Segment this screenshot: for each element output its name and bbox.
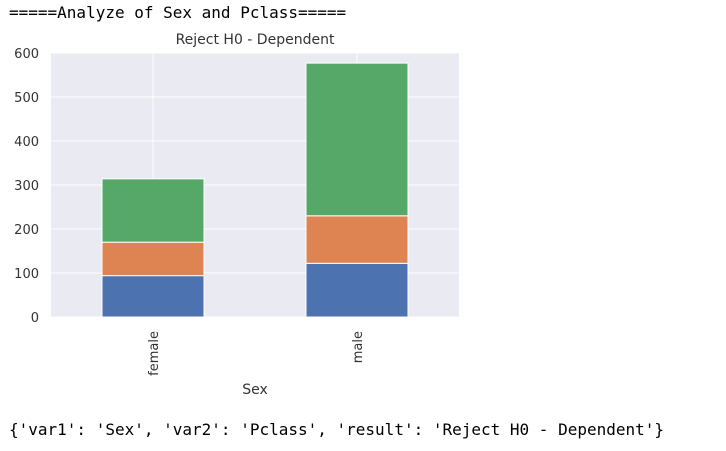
bar-female-segment-2 <box>101 241 205 277</box>
y-tick-label: 600 <box>14 47 39 62</box>
y-tick-label: 500 <box>14 91 39 106</box>
bar-female-segment-1 <box>101 275 205 318</box>
bar-male-segment-2 <box>305 215 409 264</box>
chart-title: Reject H0 - Dependent <box>176 32 335 48</box>
header-text: =====Analyze of Sex and Pclass===== <box>9 3 347 22</box>
x-tick-labels: female male <box>147 331 366 376</box>
bars <box>101 62 409 318</box>
result-text: {'var1': 'Sex', 'var2': 'Pclass', 'resul… <box>9 420 665 439</box>
y-tick-label: 0 <box>31 311 39 326</box>
y-tick-labels: 0 100 200 300 400 500 600 <box>14 47 39 326</box>
y-tick-label: 300 <box>14 179 39 194</box>
y-tick-label: 200 <box>14 223 39 238</box>
x-tick-label-female: female <box>147 331 162 376</box>
bar-male-segment-1 <box>305 262 409 318</box>
x-axis-label: Sex <box>242 382 268 398</box>
bar-female-segment-3 <box>101 178 205 243</box>
x-tick-label-male: male <box>351 331 366 363</box>
y-tick-label: 100 <box>14 267 39 282</box>
bar-male-segment-3 <box>305 62 409 217</box>
y-tick-label: 400 <box>14 135 39 150</box>
